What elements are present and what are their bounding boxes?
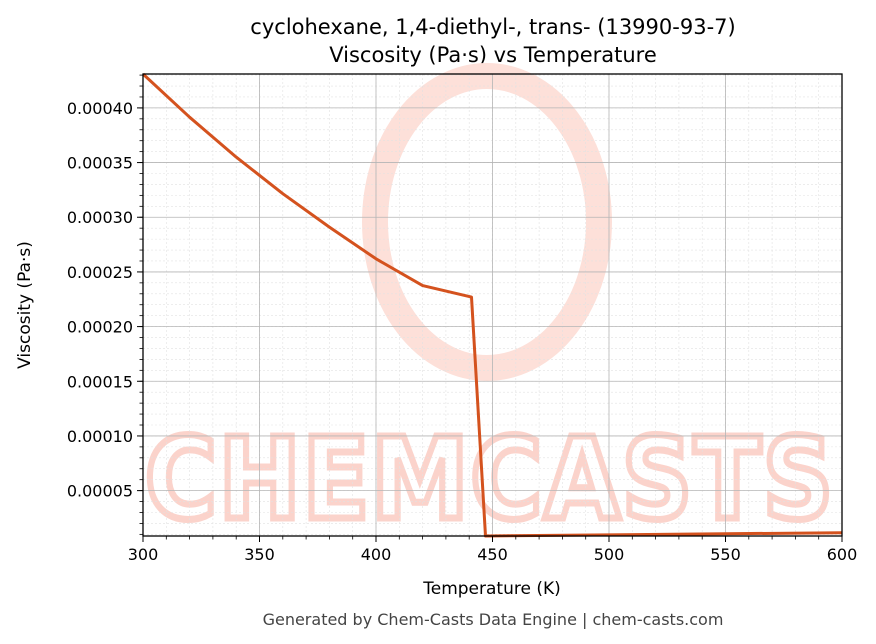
footer-credit: Generated by Chem-Casts Data Engine | ch… bbox=[263, 610, 724, 629]
x-tick-label: 350 bbox=[244, 545, 275, 564]
major-grid bbox=[142, 74, 843, 536]
y-tick-label: 0.00040 bbox=[67, 99, 133, 118]
x-tick-label: 300 bbox=[128, 545, 159, 564]
data-layer bbox=[141, 72, 843, 538]
chart-title: cyclohexane, 1,4-diethyl-, trans- (13990… bbox=[250, 15, 735, 39]
x-tick-label: 550 bbox=[710, 545, 741, 564]
y-axis: 0.00005 0.00010 0.00015 0.00020 0.00025 0.000… bbox=[67, 74, 143, 535]
x-tick-label: 600 bbox=[827, 545, 858, 564]
chart-subtitle: Viscosity (Pa·s) vs Temperature bbox=[329, 43, 657, 67]
x-tick-label: 400 bbox=[361, 545, 392, 564]
y-tick-label: 0.00015 bbox=[67, 372, 133, 391]
y-tick-label: 0.00020 bbox=[67, 318, 133, 337]
y-tick-label: 0.00010 bbox=[67, 427, 133, 446]
watermark-text: CHEMCASTS bbox=[145, 415, 835, 545]
y-tick-label: 0.00035 bbox=[67, 154, 133, 173]
y-axis-label: Viscosity (Pa·s) bbox=[15, 241, 35, 369]
viscosity-series-line bbox=[141, 72, 843, 538]
y-tick-label: 0.00030 bbox=[67, 208, 133, 227]
x-tick-label: 450 bbox=[477, 545, 508, 564]
x-tick-label: 500 bbox=[594, 545, 625, 564]
y-tick-label: 0.00005 bbox=[67, 482, 133, 501]
chemcasts-watermark: CHEMCASTS bbox=[142, 63, 837, 549]
y-tick-label: 0.00025 bbox=[67, 263, 133, 282]
watermark-ring bbox=[362, 63, 612, 381]
x-axis: 300 350 400 450 500 550 600 bbox=[128, 536, 858, 564]
x-axis-label: Temperature (K) bbox=[422, 579, 561, 599]
